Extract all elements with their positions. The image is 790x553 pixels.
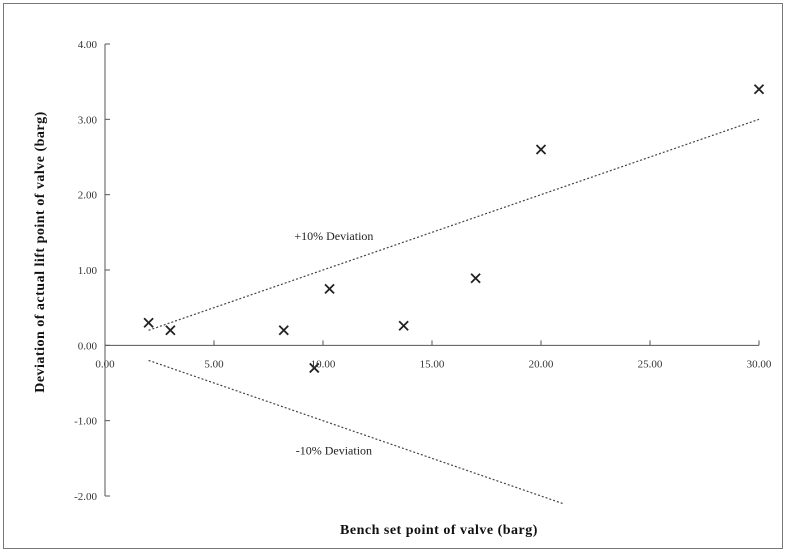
data-point-stroke xyxy=(753,84,765,95)
y-tick-label: 3.00 xyxy=(78,114,98,126)
x-tick-label: 5.00 xyxy=(204,358,224,370)
y-tick-label: 0.00 xyxy=(78,340,98,352)
x-tick-label: 10.00 xyxy=(311,358,336,370)
data-point xyxy=(535,144,547,155)
data-point-stroke xyxy=(165,325,176,336)
chart-frame: 4.00 3.00 2.00 1.00 0.00 -1.00 -2.00 0.00 5.00 10… xyxy=(3,3,783,549)
y-tick-label: 4.00 xyxy=(78,39,98,51)
plus-deviation-label: +10% Deviation xyxy=(294,229,373,243)
x-tick-label: 0.00 xyxy=(95,358,115,370)
y-tick-label: -1.00 xyxy=(74,416,97,428)
data-point-stroke xyxy=(535,144,547,155)
reference-lines xyxy=(148,118,760,505)
y-tick-label: 2.00 xyxy=(78,190,98,202)
y-axis-title: Deviation of actual lift point of valve … xyxy=(33,111,48,393)
x-tick-label: 15.00 xyxy=(420,358,445,370)
data-point-stroke xyxy=(278,325,289,336)
x-tick-label: 20.00 xyxy=(529,358,554,370)
data-point-stroke xyxy=(470,273,481,284)
deviation-line-minus xyxy=(148,359,563,505)
scatter-chart: 4.00 3.00 2.00 1.00 0.00 -1.00 -2.00 0.00 5.00 10… xyxy=(33,39,772,538)
minus-deviation-label: -10% Deviation xyxy=(296,444,372,458)
data-point xyxy=(278,325,289,336)
x-tick-label: 30.00 xyxy=(747,358,772,370)
y-tick-label: -2.00 xyxy=(74,491,97,503)
deviation-line-plus xyxy=(148,118,760,331)
data-point-stroke xyxy=(309,362,320,374)
data-point xyxy=(470,273,481,284)
data-point xyxy=(143,317,154,328)
x-tick-label: 25.00 xyxy=(638,358,663,370)
data-point xyxy=(398,320,409,331)
y-tick-label: 1.00 xyxy=(78,265,98,277)
data-point-stroke xyxy=(143,317,154,328)
data-point xyxy=(753,84,765,95)
data-point xyxy=(324,283,335,294)
data-point-stroke xyxy=(324,283,335,294)
chart-labels: 4.00 3.00 2.00 1.00 0.00 -1.00 -2.00 0.00 5.00 10… xyxy=(33,39,772,538)
axes xyxy=(104,43,760,497)
x-axis-title: Bench set point of valve (barg) xyxy=(340,523,538,538)
data-point-stroke xyxy=(398,320,409,331)
data-point xyxy=(165,325,176,336)
data-point xyxy=(309,362,320,374)
data-markers xyxy=(143,84,765,374)
